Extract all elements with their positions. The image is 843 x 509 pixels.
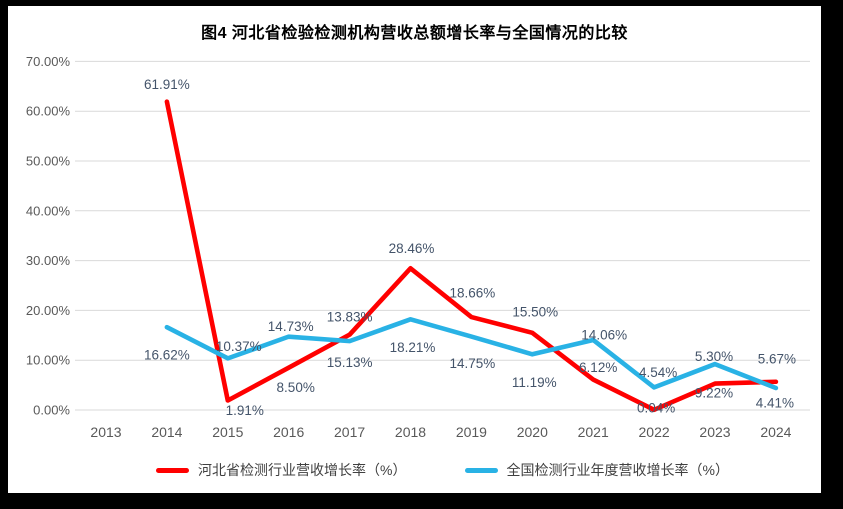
y-tick-label: 10.00%: [26, 353, 71, 368]
data-label: 18.66%: [450, 286, 496, 301]
legend-item-hebei: 河北省检测行业营收增长率（%）: [156, 460, 407, 480]
data-label: 28.46%: [389, 241, 435, 256]
y-tick-label: 30.00%: [26, 253, 71, 268]
data-label: 18.21%: [390, 340, 436, 355]
data-label: 14.06%: [581, 327, 627, 342]
data-label: 15.13%: [327, 355, 373, 370]
data-label: 5.67%: [758, 351, 796, 366]
data-label: 1.91%: [226, 403, 264, 418]
x-tick-label: 2014: [151, 424, 182, 440]
data-label: 0.04%: [637, 400, 675, 415]
legend-label-hebei: 河北省检测行业营收增长率（%）: [198, 462, 407, 478]
data-label: 10.37%: [216, 339, 262, 354]
data-label: 4.54%: [639, 365, 677, 380]
x-tick-label: 2024: [760, 424, 791, 440]
x-tick-label: 2015: [212, 424, 243, 440]
data-label: 4.41%: [756, 396, 794, 411]
data-label: 9.22%: [695, 386, 733, 401]
x-tick-label: 2016: [273, 424, 304, 440]
data-label: 13.83%: [327, 310, 373, 325]
legend-label-national: 全国检测行业年度营收增长率（%）: [506, 462, 729, 478]
x-tick-label: 2022: [639, 424, 670, 440]
data-label: 61.91%: [144, 77, 190, 92]
data-label: 11.19%: [512, 375, 557, 390]
data-label: 8.50%: [277, 380, 315, 395]
x-tick-label: 2020: [517, 424, 548, 440]
x-tick-label: 2018: [395, 424, 426, 440]
data-label: 16.62%: [144, 348, 190, 363]
x-tick-label: 2017: [334, 424, 365, 440]
x-tick-label: 2021: [578, 424, 609, 440]
chart-title: 图4 河北省检验检测机构营收总额增长率与全国情况的比较: [201, 25, 628, 42]
y-tick-label: 70.00%: [26, 54, 71, 69]
legend-item-national: 全国检测行业年度营收增长率（%）: [464, 460, 729, 480]
x-tick-label: 2019: [456, 424, 487, 440]
data-label: 5.30%: [695, 349, 733, 364]
data-label: 14.73%: [268, 319, 314, 334]
y-tick-label: 60.00%: [26, 104, 71, 119]
series-line-national: [164, 317, 779, 391]
data-label: 14.75%: [450, 356, 496, 371]
data-label: 15.50%: [512, 304, 558, 319]
chart-panel: 图4 河北省检验检测机构营收总额增长率与全国情况的比较: [8, 6, 821, 493]
y-tick-label: 0.00%: [33, 403, 70, 418]
y-tick-label: 50.00%: [26, 154, 71, 169]
x-tick-label: 2023: [699, 424, 730, 440]
legend-swatch-blue-line: [464, 467, 498, 473]
y-tick-label: 40.00%: [26, 203, 71, 218]
y-tick-label: 20.00%: [26, 303, 71, 318]
data-label: 6.12%: [579, 360, 617, 375]
x-tick-label: 2013: [90, 424, 121, 440]
legend-swatch-red-line: [156, 467, 190, 473]
series-line-hebei: [164, 99, 779, 413]
chart-legend: 河北省检测行业营收增长率（%） 全国检测行业年度营收增长率（%）: [75, 458, 810, 482]
